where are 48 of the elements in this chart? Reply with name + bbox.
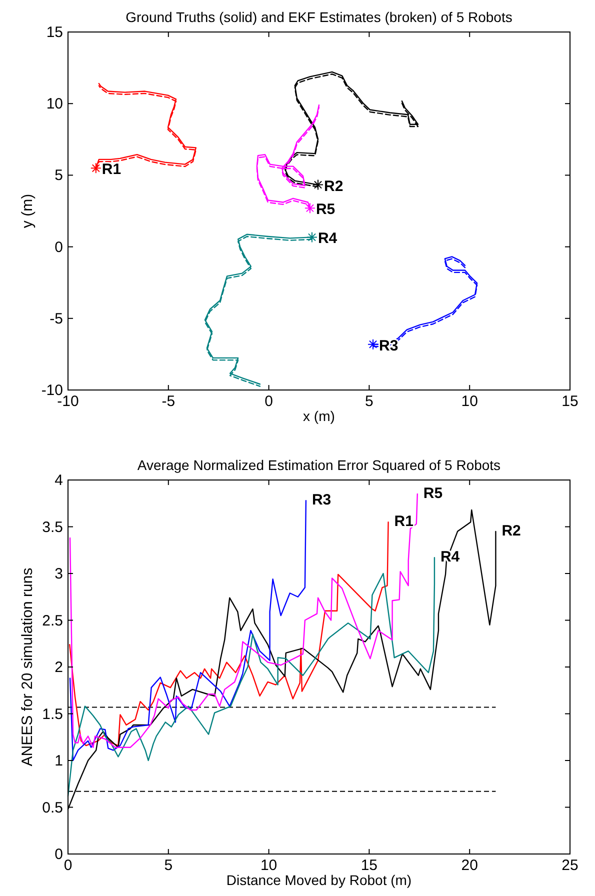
annotation: R3 [312, 492, 332, 509]
x-tick-label: 5 [164, 857, 173, 874]
y-tick-label: 1.5 [42, 706, 63, 723]
x-axis-title: Distance Moved by Robot (m) [226, 872, 412, 888]
y-tick-label: 10 [46, 96, 63, 113]
chart-title: Ground Truths (solid) and EKF Estimates (broken) of 5 Robots [126, 9, 512, 25]
y-tick-label: 1 [54, 752, 63, 770]
line-series [69, 521, 389, 746]
x-tick-label: 15 [562, 393, 578, 410]
y-tick-label: -5 [50, 310, 63, 328]
x-tick-label: 25 [562, 857, 578, 874]
point [368, 338, 379, 350]
annotation: R5 [423, 485, 443, 502]
point [90, 162, 102, 174]
y-tick-label: 0 [54, 238, 63, 256]
y-tick-label: 3 [54, 566, 63, 582]
point [304, 202, 316, 214]
point [312, 179, 324, 190]
annotation: R2 [502, 522, 521, 540]
x-tick-label: 10 [260, 857, 278, 874]
y-tick-label: 4 [54, 472, 63, 489]
line-series [67, 557, 436, 797]
annotation: R1 [394, 513, 414, 530]
x-tick-label: 10 [461, 393, 478, 410]
x-tick-label: 0 [264, 393, 273, 410]
x-tick-label: -5 [162, 393, 176, 410]
annotation: R1 [102, 161, 122, 178]
y-tick-label: -10 [41, 382, 63, 399]
y-tick-label: 2 [54, 659, 63, 676]
y-axis-title: y (m) [19, 194, 36, 228]
annotation: R4 [318, 230, 338, 248]
y-tick-label: 15 [46, 24, 63, 41]
annotation: R2 [324, 178, 344, 195]
annotation: R5 [316, 201, 336, 218]
y-tick-label: 2.5 [42, 612, 63, 630]
x-tick-label: 15 [360, 857, 378, 874]
point [306, 232, 318, 243]
y-tick-label: 5 [54, 167, 63, 184]
y-tick-label: 3.5 [42, 518, 63, 536]
x-tick-label: 5 [365, 393, 374, 410]
line-series [69, 500, 307, 762]
line-series [69, 493, 418, 748]
y-tick-label: 0 [54, 846, 63, 863]
y-axis-title: ANEES for 20 simulation runs [19, 568, 36, 766]
chart-title: Average Normalized Estimation Error Squared of 5 Robots [137, 457, 501, 473]
x-tick-label: 20 [461, 857, 478, 874]
y-tick-label: 0.5 [42, 799, 63, 816]
x-axis-title: x (m) [303, 408, 335, 424]
